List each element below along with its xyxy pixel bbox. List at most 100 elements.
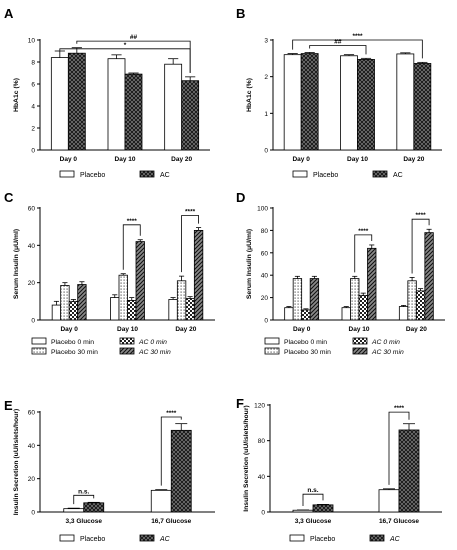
y-tick-label: 60 — [28, 206, 36, 213]
category-label: Day 20 — [171, 156, 192, 163]
category-label: Day 10 — [115, 156, 136, 163]
y-tick-label: 20 — [28, 280, 36, 287]
bar — [124, 73, 143, 151]
y-tick-label: 0 — [31, 148, 35, 155]
bar — [127, 299, 137, 321]
legend-label: Placebo 30 min — [51, 349, 98, 356]
panel-letter: D — [236, 190, 245, 205]
significance-bracket — [354, 234, 373, 273]
bar — [407, 280, 417, 321]
category-label: Day 0 — [293, 326, 311, 333]
legend-swatch — [289, 534, 305, 542]
bar — [150, 489, 172, 513]
bar — [60, 285, 70, 321]
bar — [283, 54, 302, 151]
legend-label: AC — [393, 172, 403, 179]
bar — [292, 509, 314, 513]
y-tick-label: 40 — [28, 243, 36, 250]
significance-label: ## — [334, 39, 342, 46]
panel-f: F 0 40 80 120 Insulin Secretion (uU/islets/ho… — [236, 396, 442, 543]
y-axis-label: Insulin Secretion (uU/islets/hour) — [13, 409, 20, 516]
category-label: Day 0 — [60, 326, 78, 333]
y-axis-label: Serum Insulin (μU/ml) — [246, 229, 253, 299]
panel-a: A 0 2 4 6 8 10 HbA1c (%) Day 0 Day 10 Day 20 ##* Pla… — [4, 6, 210, 179]
panel-letter: C — [4, 190, 14, 205]
legend-label: Placebo — [80, 172, 105, 179]
significance-label: **** — [352, 33, 363, 40]
y-tick-label: 0 — [31, 318, 35, 325]
legend-swatch — [119, 347, 135, 355]
bar — [415, 290, 426, 321]
bar — [176, 280, 187, 321]
legend-label: AC 0 min — [371, 339, 400, 346]
panel-letter: A — [4, 6, 14, 21]
panel-e: E 0 20 40 60 Insulin Secretion (uU/islets/hou… — [4, 398, 215, 543]
bar — [68, 300, 79, 321]
significance-bracket — [59, 48, 191, 73]
bar — [168, 299, 178, 321]
legend-swatch — [264, 347, 280, 355]
y-tick-label: 0 — [261, 510, 265, 517]
bar — [67, 52, 86, 151]
significance-bracket — [309, 45, 367, 55]
bar — [309, 278, 320, 321]
bar — [367, 247, 377, 321]
bar — [424, 232, 434, 321]
y-tick-label: 1 — [264, 111, 268, 118]
legend-swatch — [59, 170, 75, 178]
legend-swatch — [59, 534, 75, 542]
y-tick-label: 60 — [261, 250, 269, 257]
significance-label: **** — [185, 208, 196, 215]
legend-swatch — [264, 337, 280, 345]
y-tick-label: 80 — [258, 438, 266, 445]
bar — [110, 297, 120, 321]
bar — [83, 502, 105, 513]
significance-label: n.s. — [307, 487, 318, 494]
category-label: Day 20 — [403, 156, 424, 163]
y-tick-label: 80 — [261, 228, 269, 235]
y-tick-label: 6 — [31, 82, 35, 89]
category-label: Day 20 — [406, 326, 427, 333]
y-tick-label: 3 — [264, 38, 268, 45]
y-tick-label: 20 — [261, 295, 269, 302]
y-tick-label: 0 — [264, 318, 268, 325]
legend-label: Placebo — [310, 536, 335, 543]
legend-swatch — [369, 534, 385, 542]
legend-label: AC 30 min — [138, 349, 171, 356]
bar — [185, 298, 195, 321]
category-label: Day 0 — [60, 156, 78, 163]
bar — [350, 278, 360, 321]
bar — [118, 274, 128, 321]
category-label: Day 10 — [349, 326, 370, 333]
y-tick-label: 40 — [261, 273, 269, 280]
y-axis-label: HbA1c (%) — [13, 78, 20, 112]
legend-label: AC 30 min — [371, 349, 404, 356]
significance-label: **** — [416, 212, 427, 219]
legend-swatch — [372, 170, 388, 178]
legend-label: Placebo 0 min — [51, 339, 94, 346]
y-tick-label: 0 — [264, 148, 268, 155]
legend-label: AC — [160, 172, 170, 179]
category-label: 16,7 Glucose — [379, 518, 419, 525]
y-tick-label: 10 — [28, 38, 36, 45]
category-label: 16,7 Glucose — [151, 518, 191, 525]
bar — [378, 489, 400, 513]
legend-swatch — [31, 347, 47, 355]
significance-bracket — [73, 494, 95, 505]
bar — [358, 294, 368, 321]
legend-swatch — [119, 337, 135, 345]
y-tick-label: 120 — [254, 403, 265, 410]
bar — [340, 55, 358, 151]
category-label: Day 0 — [292, 156, 310, 163]
significance-bracket — [122, 224, 141, 270]
significance-bracket — [160, 416, 182, 486]
significance-bracket — [181, 215, 199, 273]
bar — [107, 58, 126, 151]
y-axis-label: HbA1c (%) — [246, 78, 253, 112]
y-tick-label: 20 — [28, 476, 36, 483]
legend-swatch — [352, 347, 368, 355]
significance-label: ## — [130, 34, 138, 41]
legend-swatch — [352, 337, 368, 345]
bar — [292, 278, 303, 321]
